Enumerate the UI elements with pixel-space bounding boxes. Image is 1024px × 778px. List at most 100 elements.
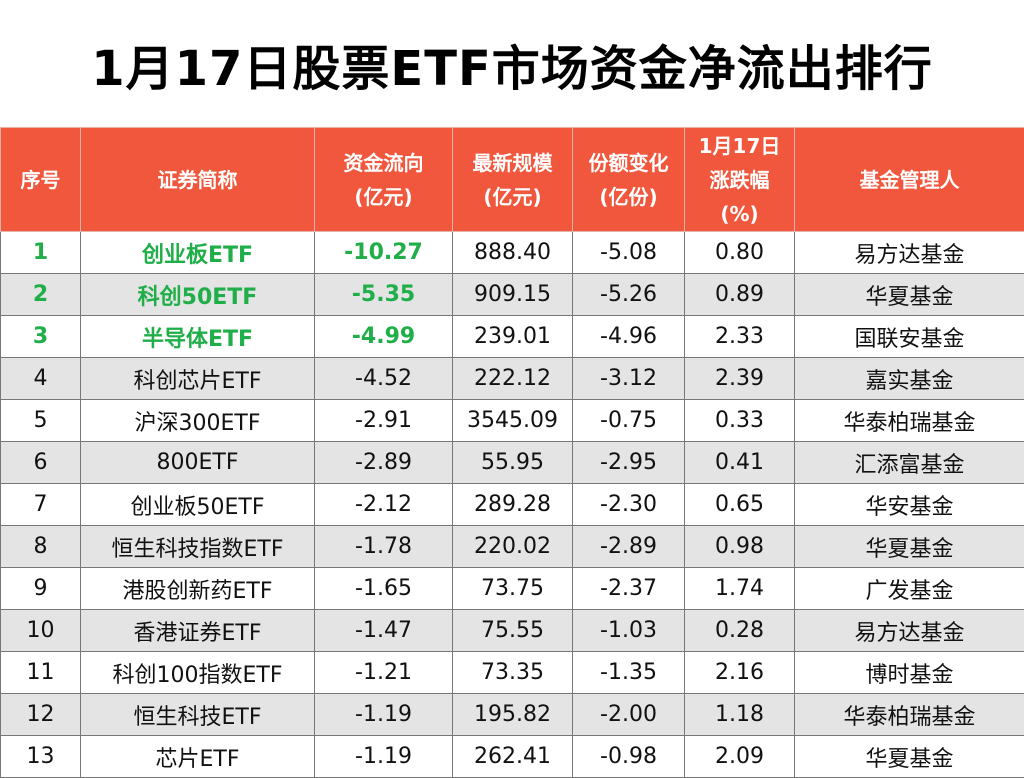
cell-change-pct: 0.80 — [685, 232, 795, 274]
cell-flow: -1.19 — [315, 694, 453, 736]
cell-name: 科创50ETF — [81, 274, 315, 316]
cell-name: 沪深300ETF — [81, 400, 315, 442]
header-manager: 基金管理人 — [795, 128, 1024, 232]
cell-share-change: -2.00 — [573, 694, 685, 736]
header-change-pct: 1月17日 涨跌幅 (%) — [685, 128, 795, 232]
cell-rank: 8 — [1, 526, 81, 568]
cell-manager: 嘉实基金 — [795, 358, 1024, 400]
cell-rank: 13 — [1, 736, 81, 778]
cell-manager: 华安基金 — [795, 484, 1024, 526]
cell-scale: 75.55 — [453, 610, 573, 652]
cell-name: 800ETF — [81, 442, 315, 484]
cell-rank: 2 — [1, 274, 81, 316]
cell-name: 香港证券ETF — [81, 610, 315, 652]
cell-change-pct: 2.16 — [685, 652, 795, 694]
cell-change-pct: 2.09 — [685, 736, 795, 778]
cell-scale: 222.12 — [453, 358, 573, 400]
cell-name: 芯片ETF — [81, 736, 315, 778]
page-title: 1月17日股票ETF市场资金净流出排行 — [0, 0, 1024, 127]
cell-change-pct: 1.74 — [685, 568, 795, 610]
cell-manager: 华夏基金 — [795, 736, 1024, 778]
cell-flow: -10.27 — [315, 232, 453, 274]
cell-manager: 华泰柏瑞基金 — [795, 694, 1024, 736]
cell-change-pct: 0.28 — [685, 610, 795, 652]
cell-name: 科创100指数ETF — [81, 652, 315, 694]
cell-rank: 7 — [1, 484, 81, 526]
cell-rank: 9 — [1, 568, 81, 610]
cell-change-pct: 0.41 — [685, 442, 795, 484]
cell-flow: -2.91 — [315, 400, 453, 442]
cell-share-change: -4.96 — [573, 316, 685, 358]
cell-change-pct: 2.39 — [685, 358, 795, 400]
header-rank: 序号 — [1, 128, 81, 232]
cell-manager: 广发基金 — [795, 568, 1024, 610]
cell-name: 半导体ETF — [81, 316, 315, 358]
cell-flow: -4.52 — [315, 358, 453, 400]
cell-rank: 11 — [1, 652, 81, 694]
cell-scale: 73.35 — [453, 652, 573, 694]
cell-manager: 华夏基金 — [795, 274, 1024, 316]
cell-change-pct: 0.65 — [685, 484, 795, 526]
cell-scale: 909.15 — [453, 274, 573, 316]
cell-share-change: -5.26 — [573, 274, 685, 316]
cell-scale: 220.02 — [453, 526, 573, 568]
cell-scale: 55.95 — [453, 442, 573, 484]
cell-share-change: -1.35 — [573, 652, 685, 694]
cell-share-change: -0.98 — [573, 736, 685, 778]
cell-scale: 3545.09 — [453, 400, 573, 442]
cell-share-change: -3.12 — [573, 358, 685, 400]
cell-rank: 4 — [1, 358, 81, 400]
cell-flow: -2.12 — [315, 484, 453, 526]
cell-change-pct: 0.98 — [685, 526, 795, 568]
cell-rank: 1 — [1, 232, 81, 274]
cell-scale: 239.01 — [453, 316, 573, 358]
cell-scale: 262.41 — [453, 736, 573, 778]
cell-flow: -2.89 — [315, 442, 453, 484]
cell-share-change: -2.37 — [573, 568, 685, 610]
cell-scale: 289.28 — [453, 484, 573, 526]
cell-change-pct: 0.33 — [685, 400, 795, 442]
cell-share-change: -1.03 — [573, 610, 685, 652]
cell-manager: 国联安基金 — [795, 316, 1024, 358]
cell-flow: -1.65 — [315, 568, 453, 610]
cell-rank: 10 — [1, 610, 81, 652]
cell-flow: -1.21 — [315, 652, 453, 694]
cell-share-change: -2.95 — [573, 442, 685, 484]
etf-outflow-table: 序号 证券简称 资金流向 (亿元) 最新规模 (亿元) 份额变化 (亿份) 1月… — [0, 127, 1024, 778]
cell-rank: 12 — [1, 694, 81, 736]
cell-name: 港股创新药ETF — [81, 568, 315, 610]
table-header-row: 序号 证券简称 资金流向 (亿元) 最新规模 (亿元) 份额变化 (亿份) 1月… — [1, 128, 1024, 232]
cell-change-pct: 1.18 — [685, 694, 795, 736]
cell-scale: 195.82 — [453, 694, 573, 736]
cell-flow: -1.47 — [315, 610, 453, 652]
cell-rank: 3 — [1, 316, 81, 358]
cell-rank: 6 — [1, 442, 81, 484]
header-share-change: 份额变化 (亿份) — [573, 128, 685, 232]
cell-share-change: -0.75 — [573, 400, 685, 442]
cell-name: 恒生科技ETF — [81, 694, 315, 736]
cell-name: 科创芯片ETF — [81, 358, 315, 400]
cell-share-change: -2.89 — [573, 526, 685, 568]
cell-scale: 888.40 — [453, 232, 573, 274]
header-scale: 最新规模 (亿元) — [453, 128, 573, 232]
header-name: 证券简称 — [81, 128, 315, 232]
cell-manager: 汇添富基金 — [795, 442, 1024, 484]
cell-manager: 博时基金 — [795, 652, 1024, 694]
cell-manager: 易方达基金 — [795, 610, 1024, 652]
cell-manager: 华夏基金 — [795, 526, 1024, 568]
cell-rank: 5 — [1, 400, 81, 442]
cell-flow: -1.78 — [315, 526, 453, 568]
cell-change-pct: 0.89 — [685, 274, 795, 316]
cell-change-pct: 2.33 — [685, 316, 795, 358]
